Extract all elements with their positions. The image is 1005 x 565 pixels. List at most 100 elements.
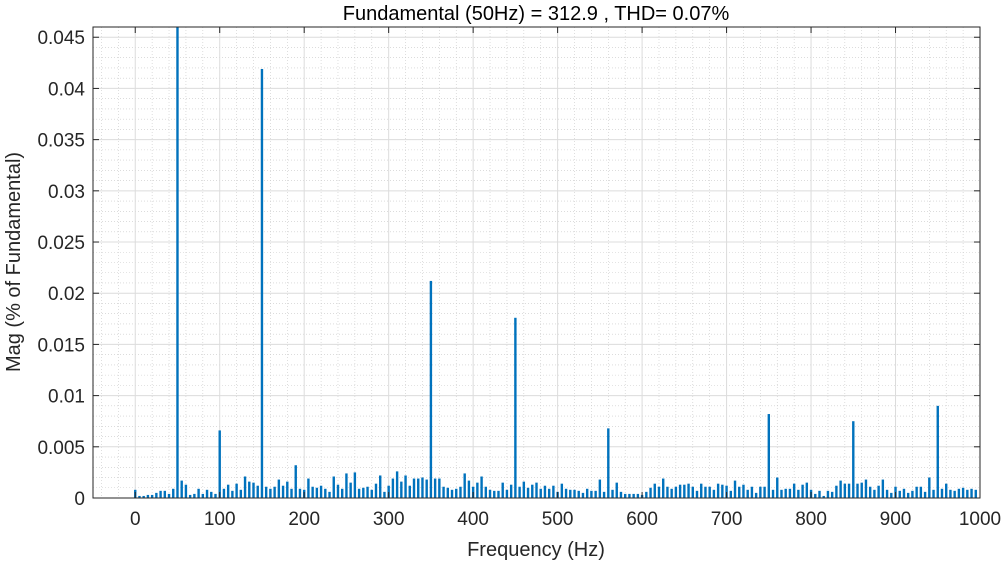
spectrum-bar — [438, 478, 441, 498]
x-tick-label: 600 — [626, 509, 658, 530]
spectrum-bar — [345, 473, 348, 498]
spectrum-bar — [239, 489, 243, 498]
spectrum-bar — [349, 482, 352, 498]
spectrum-bar — [691, 486, 694, 498]
spectrum-bar — [446, 487, 449, 498]
spectrum-bar — [210, 491, 213, 498]
spectrum-bar — [214, 493, 217, 498]
spectrum-bar — [501, 482, 504, 498]
spectrum-bar — [518, 486, 521, 498]
spectrum-bar — [797, 489, 800, 498]
bar-series — [134, 27, 977, 498]
spectrum-bar — [408, 485, 411, 498]
spectrum-bar — [780, 489, 783, 498]
spectrum-bar — [822, 495, 825, 498]
spectrum-bar — [341, 488, 344, 498]
plot-area — [92, 26, 981, 499]
spectrum-bar — [856, 483, 859, 498]
spectrum-bar — [387, 485, 390, 498]
spectrum-bar — [404, 475, 407, 498]
x-axis-label: Frequency (Hz) — [467, 539, 605, 561]
y-tick-label: 0.015 — [37, 335, 85, 356]
spectrum-bar — [336, 484, 340, 498]
spectrum-bar — [674, 486, 678, 498]
spectrum-bar — [919, 486, 923, 498]
spectrum-bar — [923, 491, 927, 498]
spectrum-bar — [704, 486, 707, 498]
x-tick-label: 200 — [288, 509, 320, 530]
spectrum-bar — [357, 488, 361, 498]
spectrum-bar — [205, 489, 209, 498]
spectrum-bar — [176, 27, 179, 498]
spectrum-bar — [391, 478, 395, 498]
spectrum-bar — [560, 483, 564, 498]
spectrum-bar — [324, 488, 327, 498]
spectrum-bar — [868, 486, 872, 498]
spectrum-bar — [708, 486, 711, 498]
spectrum-bar — [670, 488, 673, 498]
spectrum-bar — [805, 482, 809, 498]
spectrum-bar — [480, 476, 483, 498]
spectrum-bar — [328, 491, 331, 498]
spectrum-bar — [911, 490, 914, 498]
spectrum-bar — [307, 478, 310, 498]
spectrum-bar — [290, 488, 293, 498]
spectrum-bar — [839, 480, 842, 498]
spectrum-bar — [936, 405, 939, 498]
spectrum-bar — [915, 486, 918, 498]
spectrum-bar — [712, 489, 716, 498]
y-axis-ticks: 0 0.005 0.01 0.015 0.02 0.025 0.03 0.035 0.04 0.0… — [37, 28, 980, 510]
spectrum-bar — [383, 491, 386, 498]
spectrum-bar — [159, 490, 162, 498]
spectrum-bar — [421, 477, 424, 498]
spectrum-bar — [615, 482, 618, 498]
spectrum-bar — [264, 486, 268, 498]
spectrum-bar — [885, 489, 889, 498]
spectrum-bar — [890, 492, 893, 498]
spectrum-bar — [966, 489, 969, 498]
spectrum-bar — [949, 489, 952, 498]
spectrum-bar — [180, 480, 183, 498]
x-tick-label: 0 — [130, 509, 141, 530]
y-tick-label: 0.04 — [48, 79, 85, 100]
spectrum-bar — [252, 482, 255, 498]
spectrum-bar — [298, 488, 302, 498]
spectrum-bar — [649, 487, 652, 498]
spectrum-bar — [776, 477, 779, 498]
spectrum-bar — [455, 488, 458, 498]
spectrum-bar — [522, 481, 526, 498]
spectrum-bar — [881, 479, 885, 498]
x-tick-label: 1000 — [959, 509, 1001, 530]
spectrum-bar — [611, 489, 614, 498]
spectrum-bar — [738, 486, 741, 498]
spectrum-bar — [750, 486, 754, 498]
y-tick-label: 0.025 — [37, 233, 85, 254]
spectrum-bar — [814, 493, 817, 498]
spectrum-bar — [835, 485, 838, 498]
spectrum-bar — [155, 492, 158, 498]
spectrum-bar — [146, 494, 150, 498]
spectrum-bar — [602, 491, 606, 498]
spectrum-bar — [286, 481, 289, 498]
spectrum-bar — [877, 485, 880, 498]
spectrum-bar — [167, 493, 171, 498]
spectrum-bar — [395, 471, 399, 498]
spectrum-bar — [535, 482, 538, 498]
spectrum-bar — [509, 484, 513, 498]
spectrum-bar — [636, 493, 640, 498]
spectrum-bar — [543, 485, 547, 498]
spectrum-bar — [852, 421, 855, 498]
spectrum-bar — [256, 485, 259, 498]
spectrum-bar — [746, 489, 749, 498]
spectrum-bar — [662, 478, 665, 498]
spectrum-bar — [218, 430, 221, 498]
x-tick-label: 500 — [542, 509, 574, 530]
spectrum-bar — [163, 490, 167, 498]
spectrum-bar — [531, 484, 534, 498]
spectrum-bar — [577, 490, 580, 498]
y-tick-label: 0.035 — [37, 131, 85, 152]
spectrum-bar — [683, 484, 686, 498]
spectrum-bar — [729, 490, 732, 498]
spectrum-bar — [902, 488, 906, 498]
x-tick-label: 700 — [711, 509, 743, 530]
